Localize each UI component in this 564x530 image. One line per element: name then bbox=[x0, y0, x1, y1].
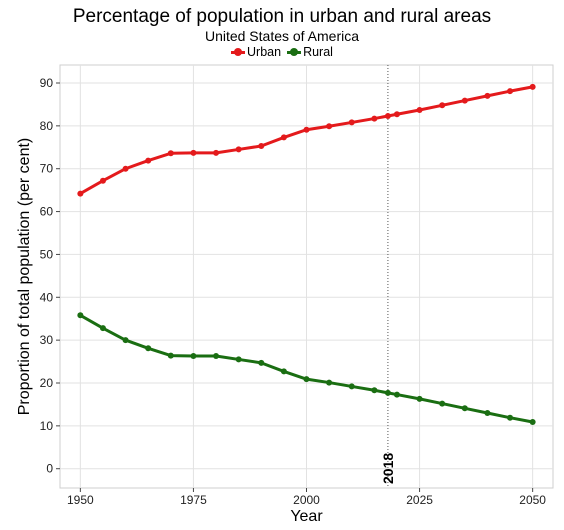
data-point-urban bbox=[529, 83, 536, 90]
legend-label-rural: Rural bbox=[303, 45, 333, 59]
tick-label-y: 60 bbox=[40, 205, 54, 219]
data-point-urban bbox=[303, 126, 310, 133]
data-point-rural bbox=[145, 345, 152, 352]
data-point-urban bbox=[235, 146, 242, 153]
tick-label-y: 90 bbox=[40, 76, 54, 90]
tick-label-x: 1950 bbox=[67, 493, 94, 507]
data-point-rural bbox=[122, 337, 129, 344]
data-point-urban bbox=[190, 149, 197, 156]
data-point-rural bbox=[371, 387, 378, 394]
legend-item-rural: Rural bbox=[287, 45, 333, 59]
chart-subtitle: United States of America bbox=[204, 28, 360, 44]
data-point-rural bbox=[384, 389, 391, 396]
tick-label-y: 70 bbox=[40, 162, 54, 176]
legend: Urban Rural bbox=[0, 45, 564, 59]
tick-label-x: 2000 bbox=[293, 493, 320, 507]
data-point-urban bbox=[213, 149, 220, 156]
data-point-urban bbox=[122, 165, 129, 172]
legend-swatch-rural bbox=[287, 48, 302, 56]
data-point-rural bbox=[484, 410, 491, 416]
reference-line-label: 2018 bbox=[380, 453, 396, 484]
data-point-urban bbox=[258, 143, 265, 149]
data-point-urban bbox=[145, 157, 152, 164]
data-point-urban bbox=[371, 115, 378, 122]
tick-label-y: 0 bbox=[46, 462, 53, 476]
data-point-urban bbox=[348, 119, 355, 126]
data-point-rural bbox=[348, 383, 355, 390]
data-point-rural bbox=[461, 405, 468, 412]
data-point-urban bbox=[439, 102, 446, 109]
data-point-urban bbox=[461, 97, 468, 104]
data-point-rural bbox=[303, 376, 310, 383]
data-point-rural bbox=[529, 419, 536, 425]
data-point-rural bbox=[190, 353, 197, 359]
tick-label-x: 2025 bbox=[406, 493, 433, 507]
data-point-rural bbox=[393, 391, 400, 398]
tick-label-y: 50 bbox=[40, 247, 54, 261]
series-line-rural bbox=[79, 313, 533, 424]
data-point-urban bbox=[77, 190, 84, 197]
data-point-urban bbox=[416, 107, 423, 113]
data-point-rural bbox=[167, 352, 174, 359]
data-point-rural bbox=[77, 312, 84, 319]
y-axis-title: Proportion of total population (per cent… bbox=[16, 138, 33, 416]
tick-label-x: 2050 bbox=[519, 493, 546, 507]
data-point-urban bbox=[507, 88, 514, 95]
tick-label-x: 1975 bbox=[180, 493, 207, 507]
tick-label-y: 30 bbox=[40, 333, 54, 347]
legend-swatch-urban bbox=[231, 48, 246, 56]
legend-label-urban: Urban bbox=[247, 45, 282, 59]
data-point-urban bbox=[384, 113, 391, 119]
data-point-urban bbox=[393, 111, 400, 118]
data-point-urban bbox=[167, 150, 174, 157]
data-point-rural bbox=[99, 325, 106, 332]
data-point-urban bbox=[484, 92, 491, 99]
data-point-rural bbox=[416, 395, 423, 402]
data-point-urban bbox=[99, 177, 106, 184]
data-point-rural bbox=[280, 368, 287, 375]
data-point-rural bbox=[507, 414, 514, 421]
tick-label-y: 40 bbox=[40, 290, 54, 304]
data-point-rural bbox=[213, 353, 220, 359]
legend-item-urban: Urban bbox=[231, 45, 281, 59]
data-point-urban bbox=[326, 123, 333, 130]
data-point-rural bbox=[235, 356, 242, 363]
chart-title: Percentage of population in urban and ru… bbox=[72, 6, 492, 27]
x-axis-title: Year bbox=[290, 508, 323, 525]
data-point-rural bbox=[258, 359, 265, 366]
tick-label-y: 20 bbox=[40, 376, 54, 390]
tick-label-y: 80 bbox=[40, 119, 54, 133]
series-line-urban bbox=[79, 85, 533, 195]
data-point-urban bbox=[280, 134, 287, 141]
data-point-rural bbox=[439, 400, 446, 407]
tick-label-y: 10 bbox=[40, 419, 54, 433]
data-point-rural bbox=[326, 379, 333, 386]
